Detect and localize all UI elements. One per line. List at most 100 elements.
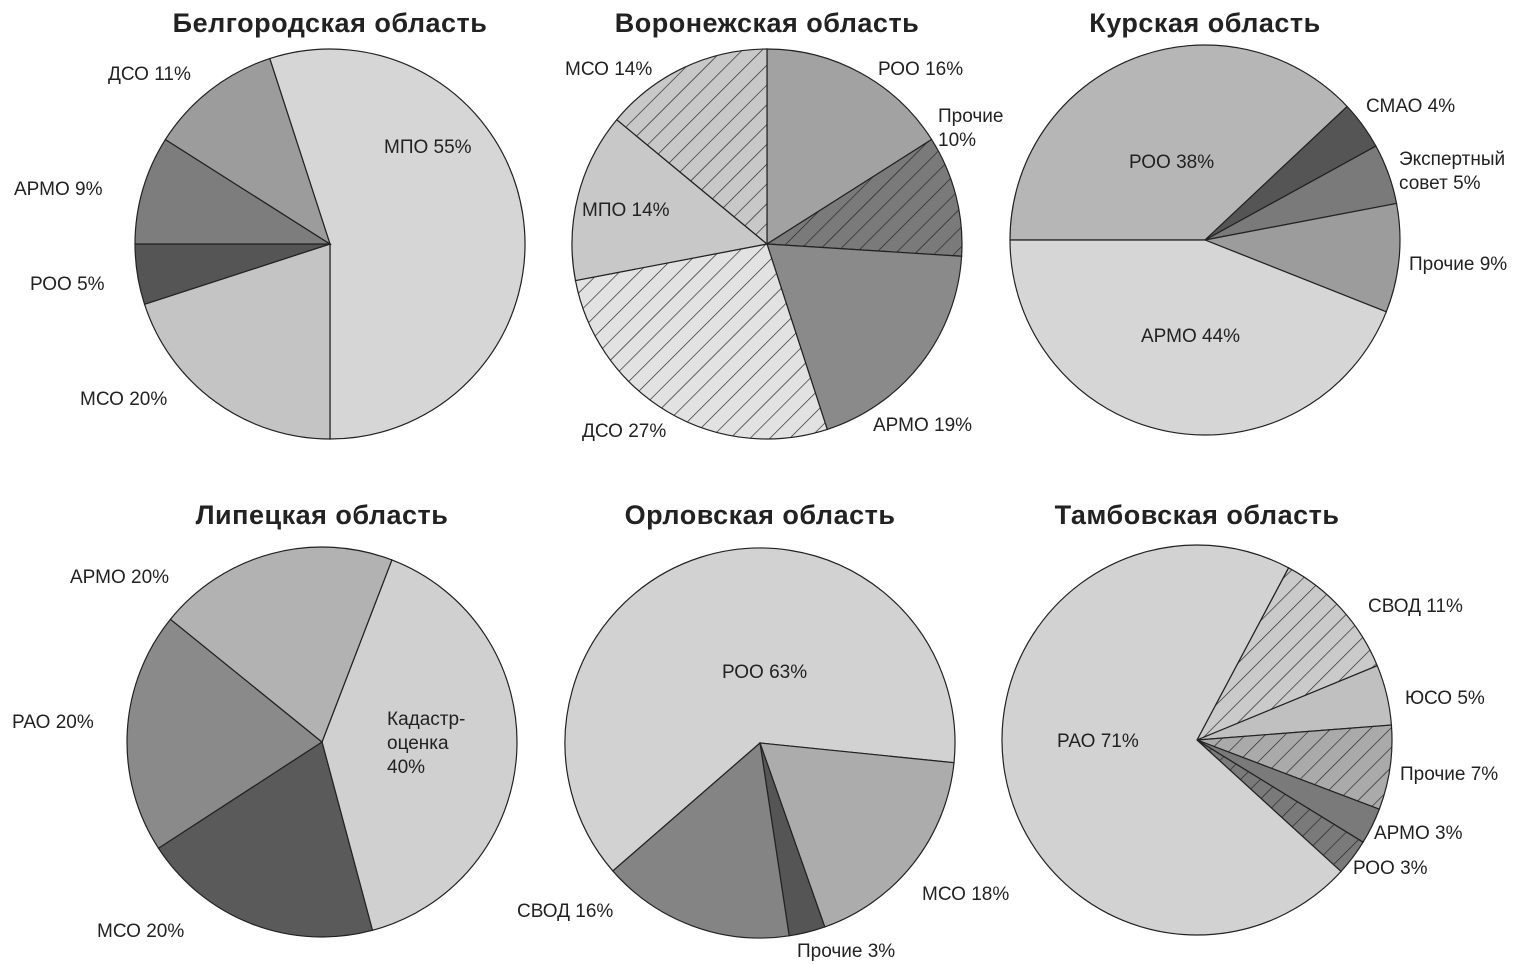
- slice-value: 16%: [925, 59, 964, 80]
- pie-slice: [765, 138, 963, 257]
- slice-label: РОО 38%: [1129, 151, 1214, 175]
- pie-slice: [321, 559, 518, 932]
- pie-slice: [1009, 239, 1388, 436]
- chart-title: Белгородская область: [172, 8, 488, 38]
- slice-label: Прочие 7%: [1400, 763, 1498, 787]
- slice-category: РАО: [12, 712, 51, 733]
- slice-value: 20%: [131, 567, 170, 588]
- slice-label: ДСО 11%: [108, 63, 191, 87]
- slice-value: 20%: [55, 712, 94, 733]
- slice-value: 5%: [77, 274, 105, 295]
- slice-label: Прочие 3%: [797, 940, 895, 964]
- pie-slice: [157, 741, 374, 938]
- slice-category: Прочие: [797, 941, 863, 962]
- slice-value: 18%: [971, 884, 1010, 905]
- slice-value: 19%: [934, 415, 973, 436]
- slice-category: АРМО: [1141, 326, 1197, 347]
- chart-title: Тамбовская область: [1054, 500, 1340, 530]
- slice-label: Прочие 10%: [938, 105, 1028, 153]
- slice-value: 11%: [154, 64, 191, 85]
- slice-category: Кадастр-оценка: [387, 709, 466, 754]
- slice-category: Прочие: [1400, 764, 1466, 785]
- pie-slice: [759, 742, 955, 928]
- slice-category: Экспертный совет: [1399, 149, 1506, 194]
- slice-value: 4%: [1427, 96, 1456, 117]
- slice-category: Прочие: [938, 106, 1004, 127]
- slice-category: МСО: [922, 884, 966, 905]
- slice-value: 11%: [1426, 596, 1463, 617]
- slice-category: ДСО: [108, 64, 149, 85]
- slice-category: СМАО: [1366, 96, 1423, 117]
- slice-category: АРМО: [873, 415, 929, 436]
- slice-value: 3%: [867, 941, 896, 962]
- chart-title: Курская область: [1089, 8, 1321, 38]
- slice-value: 38%: [1176, 152, 1215, 173]
- slice-value: 71%: [1100, 731, 1139, 752]
- slice-label: Экспертный совет 5%: [1399, 148, 1529, 196]
- slice-label: РОО 3%: [1353, 857, 1428, 881]
- slice-category: АРМО: [14, 179, 70, 200]
- slice-label: РАО 20%: [12, 711, 94, 735]
- slice-label: СВОД 11%: [1368, 595, 1463, 619]
- slice-category: РОО: [1353, 858, 1395, 879]
- pie-slice: [126, 618, 324, 850]
- slice-label: ЮСО 5%: [1405, 687, 1485, 711]
- slice-label: МСО 20%: [97, 920, 184, 944]
- slice-value: 14%: [614, 59, 653, 80]
- slice-category: РОО: [878, 59, 920, 80]
- slice-category: АРМО: [1374, 823, 1430, 844]
- pie-slice: [615, 48, 768, 246]
- slice-label: МПО 14%: [582, 199, 670, 223]
- slice-label: РАО 71%: [1057, 730, 1139, 754]
- pie-slice: [164, 57, 332, 246]
- slice-label: Прочие 9%: [1409, 253, 1507, 277]
- pie-slice: [574, 243, 829, 440]
- pie-slice: [143, 243, 331, 440]
- pie-slice: [611, 741, 790, 939]
- slice-value: 63%: [769, 662, 808, 683]
- chart-title: Орловская область: [624, 500, 896, 530]
- slice-value: 9%: [1479, 254, 1508, 275]
- pie: [134, 48, 526, 440]
- slice-category: Прочие: [1409, 254, 1475, 275]
- slice-label: АРМО 44%: [1141, 325, 1240, 349]
- slice-value: 55%: [433, 137, 472, 158]
- slice-category: РОО: [1129, 152, 1171, 173]
- pie: [1001, 544, 1393, 936]
- slice-value: 3%: [1400, 858, 1428, 879]
- slice-value: 27%: [628, 421, 667, 442]
- pie: [1009, 44, 1401, 436]
- pie-slice: [571, 118, 769, 282]
- slice-label: АРМО 19%: [873, 414, 972, 438]
- pie-slice: [766, 48, 933, 246]
- pie-slice: [766, 243, 963, 431]
- slice-category: ДСО: [582, 421, 623, 442]
- pie-slice: [1001, 544, 1342, 936]
- slice-label: МСО 14%: [565, 58, 652, 82]
- slice-category: РОО: [722, 662, 764, 683]
- slice-category: МПО: [384, 137, 429, 158]
- slice-category: МСО: [80, 389, 124, 410]
- pie-slice: [564, 547, 956, 872]
- slice-category: ЮСО: [1405, 688, 1453, 709]
- pie: [126, 546, 518, 938]
- slice-label: МПО 55%: [384, 136, 472, 160]
- slice-label: МСО 20%: [80, 388, 167, 412]
- pie: [571, 48, 963, 440]
- slice-category: СВОД: [517, 901, 570, 922]
- slice-value: 44%: [1202, 326, 1241, 347]
- slice-value: 10%: [938, 130, 977, 151]
- slice-label: РОО 5%: [30, 273, 105, 297]
- slice-category: МПО: [582, 200, 627, 221]
- pie-slice: [134, 138, 333, 245]
- slice-label: СМАО 4%: [1366, 95, 1455, 119]
- slice-category: РОО: [30, 274, 72, 295]
- slice-value: 20%: [146, 921, 185, 942]
- slice-category: АРМО: [70, 567, 126, 588]
- slice-label: ДСО 27%: [582, 420, 666, 444]
- slice-value: 9%: [75, 179, 103, 200]
- slice-value: 14%: [631, 200, 670, 221]
- slice-value: 5%: [1453, 173, 1481, 194]
